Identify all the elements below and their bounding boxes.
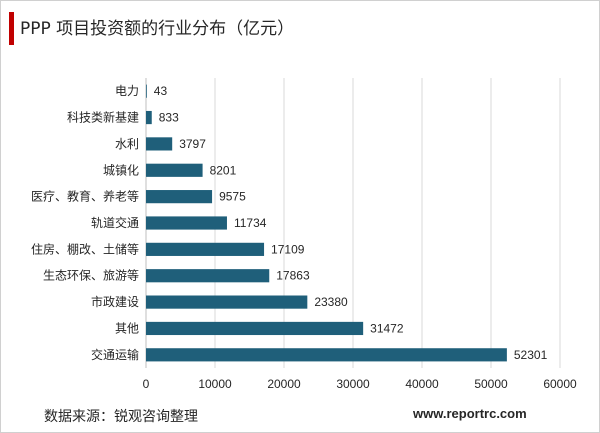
- x-tick-label-5: 50000: [474, 377, 508, 391]
- data-source: 数据来源：锐观咨询整理: [44, 409, 198, 425]
- value-label-4: 9575: [219, 190, 246, 204]
- category-label-8: 市政建设: [91, 294, 139, 309]
- value-label-5: 11734: [234, 216, 267, 230]
- x-tick-label-0: 0: [143, 377, 150, 391]
- bar-2: [146, 137, 173, 151]
- bar-9: [146, 321, 364, 336]
- category-label-6: 住房、棚改、土储等: [31, 241, 139, 256]
- value-label-2: 3797: [179, 137, 206, 151]
- value-label-7: 17863: [276, 269, 310, 283]
- value-label-8: 23380: [314, 295, 348, 309]
- category-label-10: 交通运输: [91, 347, 139, 362]
- website-url: www.reportrc.com: [413, 406, 527, 421]
- x-tick-label-4: 40000: [405, 377, 439, 391]
- x-tick-label-2: 20000: [267, 377, 301, 391]
- bar-0: [146, 84, 147, 98]
- category-label-3: 城镇化: [103, 163, 139, 177]
- bar-6: [146, 242, 265, 256]
- category-label-5: 轨道交通: [91, 215, 139, 230]
- bar-1: [146, 110, 152, 125]
- value-label-0: 43: [154, 84, 168, 98]
- category-label-4: 医疗、教育、养老等: [31, 189, 139, 204]
- bar-8: [146, 295, 308, 309]
- chart-title: PPP 项目投资额的行业分布（亿元）: [20, 19, 295, 39]
- category-label-1: 科技类新基建: [67, 110, 139, 125]
- x-tick-label-3: 30000: [336, 377, 370, 391]
- category-label-7: 生态环保、旅游等: [43, 269, 139, 283]
- x-tick-label-1: 10000: [198, 377, 232, 391]
- x-tick-label-6: 60000: [543, 377, 577, 391]
- category-label-2: 水利: [115, 137, 139, 151]
- category-label-9: 其他: [115, 321, 139, 335]
- value-label-6: 17109: [271, 242, 305, 256]
- category-label-0: 电力: [115, 84, 139, 98]
- value-label-3: 8201: [210, 163, 237, 177]
- bar-10: [146, 348, 507, 362]
- bar-4: [146, 190, 213, 204]
- value-label-1: 833: [159, 111, 179, 125]
- bar-5: [146, 216, 227, 230]
- value-label-9: 31472: [370, 321, 404, 335]
- title-accent-bar: [9, 12, 14, 45]
- value-label-10: 52301: [514, 348, 548, 362]
- bar-3: [146, 163, 203, 177]
- bar-7: [146, 269, 270, 283]
